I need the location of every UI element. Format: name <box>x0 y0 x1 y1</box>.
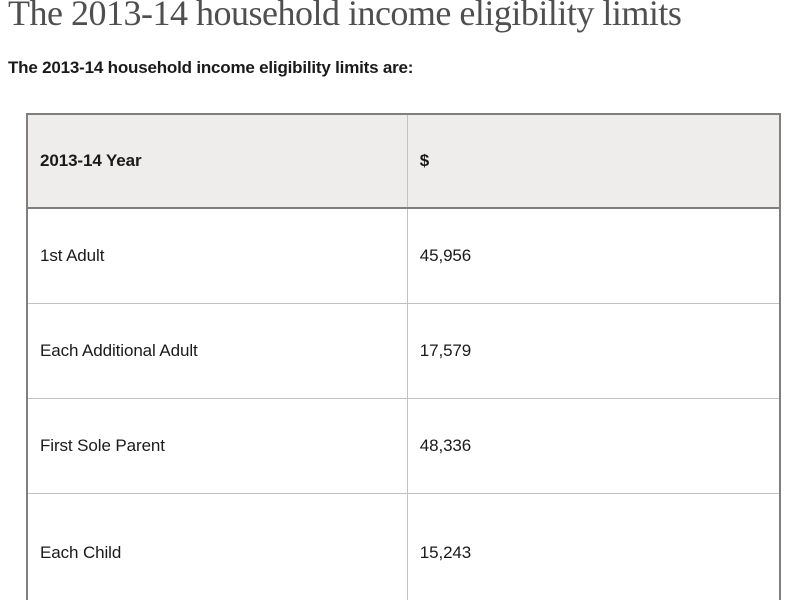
page-title: The 2013-14 household income eligibility… <box>8 0 682 33</box>
column-header-year: 2013-14 Year <box>26 113 408 209</box>
row-value: 17,579 <box>406 303 781 399</box>
column-header-amount: $ <box>406 113 781 209</box>
table-row: First Sole Parent 48,336 <box>26 398 781 494</box>
table-header-row: 2013-14 Year $ <box>26 113 781 209</box>
row-label: First Sole Parent <box>26 398 408 494</box>
table-row: Each Child 15,243 <box>26 493 781 600</box>
row-label: 1st Adult <box>26 207 408 304</box>
row-value: 15,243 <box>406 493 781 600</box>
intro-text: The 2013-14 household income eligibility… <box>8 58 414 77</box>
row-value: 45,956 <box>406 207 781 304</box>
row-value: 48,336 <box>406 398 781 494</box>
income-limits-table: 2013-14 Year $ 1st Adult 45,956 Each Add… <box>26 113 781 600</box>
row-label: Each Child <box>26 493 408 600</box>
table-row: 1st Adult 45,956 <box>26 207 781 304</box>
table-row: Each Additional Adult 17,579 <box>26 303 781 399</box>
row-label: Each Additional Adult <box>26 303 408 399</box>
